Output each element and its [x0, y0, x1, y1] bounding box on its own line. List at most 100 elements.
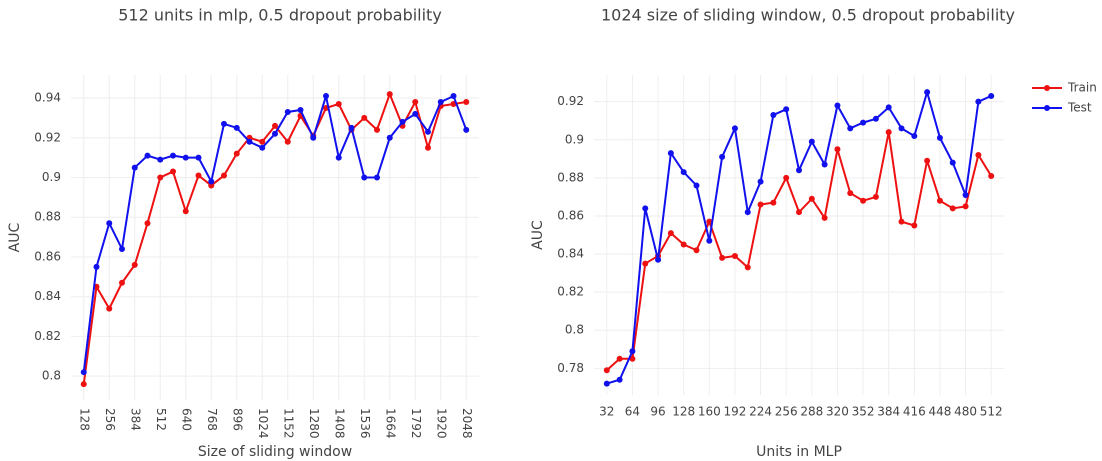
x-tick-label: 512 [980, 405, 1003, 419]
y-tick-label: 0.92 [34, 130, 61, 144]
data-point [988, 172, 995, 179]
data-point [603, 380, 610, 387]
y-tick-label: 0.88 [34, 210, 61, 224]
data-point [885, 104, 892, 111]
legend-marker [1044, 105, 1050, 111]
x-tick-label: 1536 [358, 408, 372, 439]
data-point [693, 182, 700, 189]
y-axis-label: AUC [7, 222, 23, 252]
data-point [272, 122, 278, 129]
data-point [706, 218, 713, 225]
data-point [770, 199, 777, 206]
data-point [744, 264, 751, 271]
data-point [949, 205, 956, 212]
data-point [783, 106, 790, 113]
data-point [796, 167, 802, 174]
data-point [323, 93, 329, 100]
data-point [680, 241, 687, 248]
data-point [361, 114, 368, 121]
y-tick-label: 0.84 [557, 247, 584, 261]
data-point [399, 118, 406, 125]
data-point [962, 203, 969, 210]
data-point [975, 152, 982, 158]
data-point [182, 154, 189, 161]
y-tick-label: 0.88 [557, 170, 584, 184]
data-point [680, 169, 687, 176]
data-point [259, 144, 266, 151]
data-point [706, 237, 713, 244]
data-point [667, 230, 674, 237]
data-point [808, 138, 815, 145]
x-tick-label: 640 [179, 408, 193, 431]
y-tick-label: 0.9 [42, 170, 61, 184]
data-point [719, 153, 726, 160]
legend-marker [1044, 85, 1050, 91]
x-tick-label: 1024 [256, 408, 270, 439]
data-point [119, 279, 125, 286]
data-point [157, 174, 164, 181]
data-point [425, 144, 431, 151]
x-tick-label: 288 [800, 405, 823, 419]
data-point [821, 214, 828, 221]
chart-title: 512 units in mlp, 0.5 dropout probabilit… [118, 6, 442, 25]
y-axis-label: AUC [530, 220, 546, 250]
data-point [629, 348, 636, 355]
data-point [731, 252, 738, 259]
x-tick-label: 128 [672, 405, 695, 419]
data-point [629, 355, 636, 362]
data-point [463, 126, 470, 133]
x-tick-label: 352 [852, 405, 875, 419]
data-point [195, 154, 202, 161]
data-point [655, 256, 662, 263]
data-point [642, 260, 649, 267]
data-point [834, 102, 841, 109]
data-point [182, 208, 189, 215]
data-point [821, 161, 828, 168]
x-tick-label: 96 [650, 405, 665, 419]
data-point [731, 125, 738, 132]
data-point [885, 129, 892, 136]
x-tick-label: 896 [230, 408, 244, 431]
y-tick-label: 0.9 [565, 132, 584, 146]
data-point [757, 178, 764, 185]
data-point [616, 355, 623, 362]
data-point [119, 246, 125, 253]
data-point [936, 197, 943, 204]
data-point [170, 152, 176, 159]
data-point [860, 119, 867, 126]
data-point [195, 172, 202, 179]
data-point [374, 126, 380, 133]
x-tick-label: 768 [205, 408, 219, 431]
data-point [80, 369, 87, 376]
data-point [361, 174, 368, 181]
data-point [221, 120, 227, 127]
x-tick-label: 320 [826, 405, 849, 419]
data-point [719, 254, 726, 261]
x-tick-label: 256 [775, 405, 798, 419]
data-point [272, 130, 278, 137]
x-axis-label: Size of sliding window [198, 444, 352, 460]
y-tick-label: 0.86 [557, 208, 584, 222]
y-tick-label: 0.8 [42, 369, 61, 383]
x-tick-label: 1920 [434, 408, 448, 439]
data-point [386, 134, 393, 141]
data-point [259, 138, 266, 145]
x-tick-label: 1664 [383, 408, 397, 439]
data-point [949, 159, 956, 166]
data-point [412, 110, 419, 117]
data-point [975, 98, 982, 105]
data-point [144, 220, 151, 227]
data-point [898, 125, 905, 132]
data-point [170, 168, 176, 175]
x-tick-label: 224 [749, 405, 772, 419]
data-point [847, 125, 854, 132]
data-point [437, 99, 444, 106]
x-tick-label: 384 [128, 408, 142, 431]
y-tick-label: 0.84 [34, 289, 61, 303]
data-point [297, 106, 304, 113]
legend-label: Test [1067, 101, 1092, 115]
x-tick-label: 32 [599, 405, 614, 419]
data-point [924, 89, 931, 96]
x-tick-label: 480 [954, 405, 977, 419]
data-point [616, 376, 623, 383]
